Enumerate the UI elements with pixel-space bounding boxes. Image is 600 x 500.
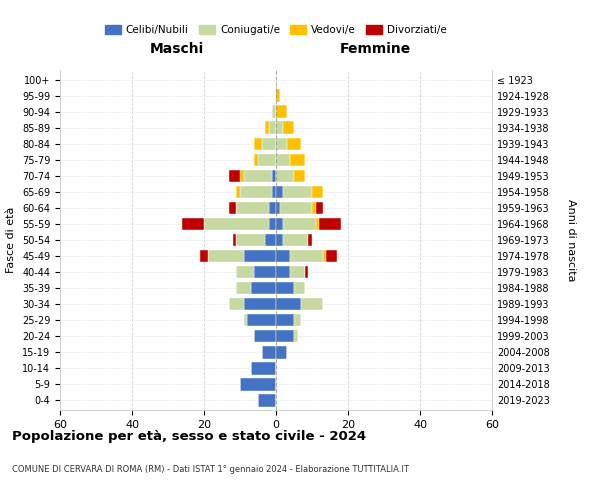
Bar — [276, 138, 287, 150]
Bar — [254, 330, 276, 342]
Bar — [301, 298, 323, 310]
Bar — [272, 170, 276, 182]
Bar — [240, 378, 276, 390]
Bar — [294, 330, 298, 342]
Bar — [276, 186, 283, 198]
Bar — [269, 122, 276, 134]
Bar — [276, 314, 294, 326]
Bar — [236, 266, 254, 278]
Bar — [276, 202, 280, 214]
Bar — [236, 202, 269, 214]
Bar — [276, 218, 283, 230]
Bar — [244, 298, 276, 310]
Bar — [200, 250, 208, 262]
Bar — [276, 250, 290, 262]
Bar — [233, 234, 236, 246]
Bar — [265, 234, 276, 246]
Bar — [294, 282, 305, 294]
Bar — [269, 218, 276, 230]
Bar — [276, 154, 290, 166]
Bar — [305, 266, 308, 278]
Bar — [269, 202, 276, 214]
Bar — [204, 218, 269, 230]
Bar — [316, 218, 319, 230]
Bar — [283, 122, 294, 134]
Bar — [258, 394, 276, 406]
Bar — [290, 250, 323, 262]
Bar — [294, 170, 305, 182]
Bar — [276, 90, 280, 102]
Bar — [326, 250, 337, 262]
Bar — [312, 202, 316, 214]
Bar — [229, 298, 244, 310]
Bar — [276, 170, 294, 182]
Bar — [276, 298, 301, 310]
Bar — [244, 170, 272, 182]
Bar — [208, 250, 244, 262]
Bar — [276, 346, 287, 358]
Bar — [236, 282, 251, 294]
Y-axis label: Fasce di età: Fasce di età — [7, 207, 16, 273]
Bar — [236, 234, 265, 246]
Bar — [262, 138, 276, 150]
Bar — [276, 266, 290, 278]
Bar — [254, 138, 262, 150]
Bar — [272, 186, 276, 198]
Bar — [240, 170, 244, 182]
Bar — [276, 106, 287, 118]
Bar — [244, 314, 247, 326]
Bar — [283, 218, 316, 230]
Bar — [254, 154, 258, 166]
Bar — [229, 202, 236, 214]
Bar — [294, 314, 301, 326]
Bar — [280, 202, 312, 214]
Bar — [290, 154, 305, 166]
Bar — [258, 154, 276, 166]
Bar — [240, 186, 272, 198]
Bar — [272, 106, 276, 118]
Text: Maschi: Maschi — [149, 42, 204, 56]
Bar — [276, 234, 283, 246]
Bar — [323, 250, 326, 262]
Bar — [254, 266, 276, 278]
Bar — [312, 186, 323, 198]
Bar — [265, 122, 269, 134]
Text: COMUNE DI CERVARA DI ROMA (RM) - Dati ISTAT 1° gennaio 2024 - Elaborazione TUTTI: COMUNE DI CERVARA DI ROMA (RM) - Dati IS… — [12, 465, 409, 474]
Bar — [251, 282, 276, 294]
Bar — [276, 330, 294, 342]
Text: Femmine: Femmine — [340, 42, 411, 56]
Text: Popolazione per età, sesso e stato civile - 2024: Popolazione per età, sesso e stato civil… — [12, 430, 366, 443]
Bar — [262, 346, 276, 358]
Bar — [287, 138, 301, 150]
Bar — [276, 282, 294, 294]
Legend: Celibi/Nubili, Coniugati/e, Vedovi/e, Divorziati/e: Celibi/Nubili, Coniugati/e, Vedovi/e, Di… — [101, 21, 451, 40]
Bar — [290, 266, 305, 278]
Bar — [244, 250, 276, 262]
Bar — [283, 234, 308, 246]
Bar — [251, 362, 276, 374]
Bar — [182, 218, 204, 230]
Bar — [276, 122, 283, 134]
Bar — [316, 202, 323, 214]
Y-axis label: Anni di nascita: Anni di nascita — [566, 198, 577, 281]
Bar — [236, 186, 240, 198]
Bar — [247, 314, 276, 326]
Bar — [308, 234, 312, 246]
Bar — [229, 170, 240, 182]
Bar — [283, 186, 312, 198]
Bar — [319, 218, 341, 230]
